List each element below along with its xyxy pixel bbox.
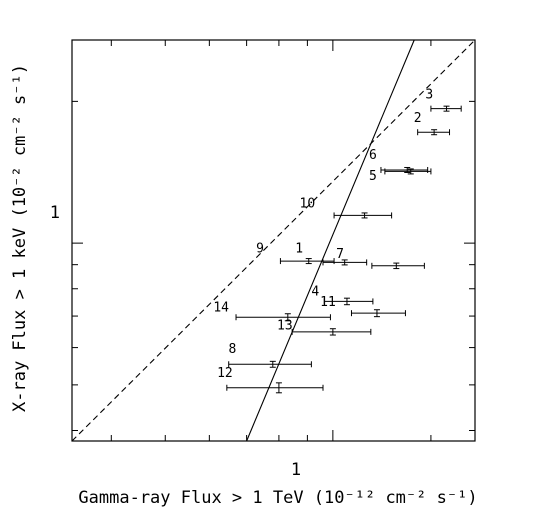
data-point — [430, 105, 462, 112]
y-axis-label: X-ray Flux > 1 keV (10⁻² cm⁻² s⁻¹) — [10, 64, 30, 412]
point-label: 3 — [425, 87, 433, 102]
point-label: 10 — [300, 197, 316, 212]
y-tick-label: 1 — [50, 203, 60, 223]
tick-labels: 1 1 — [50, 203, 301, 480]
point-label: 7 — [336, 247, 344, 262]
equality-line — [71, 39, 476, 442]
fit-line — [246, 39, 415, 442]
axis-ticks — [72, 40, 475, 441]
point-label: 4 — [311, 284, 319, 299]
data-point — [323, 297, 374, 306]
point-label: 12 — [217, 366, 233, 381]
data-point — [384, 168, 432, 175]
point-label: 8 — [228, 342, 236, 357]
x-tick-label: 1 — [291, 460, 301, 480]
data-point — [279, 258, 335, 265]
data-point — [417, 129, 451, 136]
point-label: 11 — [320, 295, 336, 310]
point-label: 5 — [369, 169, 377, 184]
data-point — [322, 259, 368, 266]
data-point — [350, 309, 406, 318]
data-point — [380, 166, 429, 173]
point-label: 6 — [369, 148, 377, 163]
fit-lines — [71, 39, 476, 442]
data-point — [228, 360, 312, 368]
data-point — [291, 328, 372, 336]
x-axis-label: Gamma-ray Flux > 1 TeV (10⁻¹² cm⁻² s⁻¹) — [78, 488, 477, 508]
point-label: 9 — [256, 242, 264, 257]
data-point — [371, 262, 425, 270]
data-point — [226, 382, 324, 394]
point-label: 1 — [295, 242, 303, 257]
plot-frame — [71, 39, 476, 442]
point-label: 2 — [414, 111, 422, 126]
data-point — [235, 313, 331, 322]
point-label: 14 — [213, 301, 229, 316]
point-label: 13 — [277, 319, 293, 334]
data-point — [333, 212, 393, 219]
data-points — [226, 105, 462, 394]
